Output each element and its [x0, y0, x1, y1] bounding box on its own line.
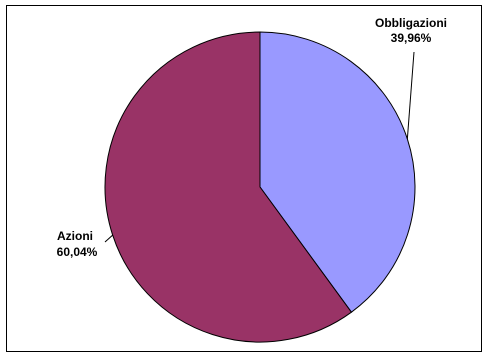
pie-slice-azioni — [104, 31, 353, 343]
leader-line-obbligazioni — [406, 51, 415, 139]
pie-slices — [104, 31, 416, 343]
slice-label-name-obbligazioni: Obbligazioni — [375, 16, 447, 30]
slice-label-value-obbligazioni: 39,96% — [391, 31, 432, 45]
leader-line-azioni — [104, 234, 113, 243]
slice-label-value-azioni: 60,04% — [57, 245, 98, 259]
slice-label-name-azioni: Azioni — [57, 229, 93, 243]
leader-lines — [104, 51, 415, 243]
